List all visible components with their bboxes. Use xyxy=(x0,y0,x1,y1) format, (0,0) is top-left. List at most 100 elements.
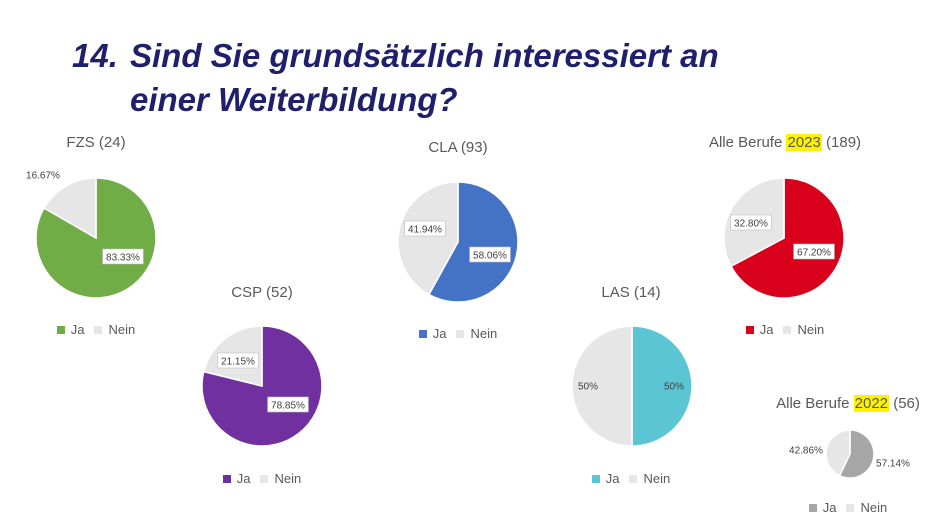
pie-slice-nein xyxy=(43,177,97,240)
pie-slice-ja xyxy=(427,181,519,303)
legend-item-ja: Ja xyxy=(56,322,85,337)
pie-chart-alle2023: Alle Berufe 2023 (189) 67.20% 32.80% Ja Nein xyxy=(680,134,890,342)
title-number: 14. xyxy=(72,37,118,74)
chart-legend: Ja Nein xyxy=(186,471,338,486)
data-label-text: 57.14% xyxy=(876,459,910,470)
chart-title-text: Alle Berufe xyxy=(708,134,787,151)
chart-legend: Ja Nein xyxy=(382,326,534,341)
legend-label: Ja xyxy=(822,500,837,515)
chart-title-text: CSP (52) xyxy=(231,284,293,301)
legend-swatch xyxy=(260,474,269,483)
data-label-text: 41.94% xyxy=(408,225,442,236)
legend-swatch xyxy=(745,325,754,334)
legend-item-nein: Nein xyxy=(260,471,301,486)
legend-item-nein: Nein xyxy=(846,500,887,515)
data-label-box xyxy=(793,243,835,260)
legend-item-ja: Ja xyxy=(745,322,774,337)
legend-item-nein: Nein xyxy=(629,471,670,486)
data-label-nein: 50% xyxy=(578,382,598,393)
legend-label: Nein xyxy=(470,326,498,341)
chart-title: Alle Berufe 2022 (56) xyxy=(760,395,936,412)
legend-item-ja: Ja xyxy=(418,326,447,341)
data-label-text: 58.06% xyxy=(473,251,507,262)
data-label-nein: 16.67% xyxy=(26,171,60,182)
data-label-text: 32.80% xyxy=(734,219,768,230)
pie-chart-cla: CLA (93) 58.06% 41.94% Ja Nein xyxy=(382,139,534,346)
chart-legend: Ja Nein xyxy=(20,322,172,337)
legend-swatch xyxy=(222,474,231,483)
pie-svg: 67.20% 32.80% xyxy=(723,177,845,299)
data-label-text: 21.15% xyxy=(221,357,255,368)
data-label-nein: 21.15% xyxy=(217,352,259,369)
legend-label: Ja xyxy=(605,471,620,486)
pie-slice-ja xyxy=(730,177,845,299)
pie-slice-nein xyxy=(825,429,851,477)
pie-svg: 57.14% 42.86% xyxy=(789,429,910,479)
pie-slice-ja xyxy=(631,325,693,447)
legend-label: Ja xyxy=(759,322,774,337)
legend-swatch xyxy=(783,325,792,334)
title-line-2: einer Weiterbildung? xyxy=(130,81,458,118)
legend-label: Nein xyxy=(643,471,671,486)
data-label-ja: 67.20% xyxy=(793,243,835,260)
data-label-ja: 57.14% xyxy=(876,459,910,470)
chart-title: FZS (24) xyxy=(20,134,172,151)
data-label-text: 42.86% xyxy=(789,446,823,457)
pie-svg: 58.06% 41.94% xyxy=(397,181,519,303)
data-label-nein: 42.86% xyxy=(789,446,823,457)
pie-svg: 78.85% 21.15% xyxy=(201,325,323,447)
legend-item-ja: Ja xyxy=(222,471,251,486)
chart-title: Alle Berufe 2023 (189) xyxy=(680,134,890,151)
legend-label: Ja xyxy=(236,471,251,486)
chart-title: CLA (93) xyxy=(382,139,534,156)
pie-svg: 83.33% 16.67% xyxy=(26,171,157,299)
slide-title: 14. Sind Sie grundsätzlich interessiert a… xyxy=(72,34,719,122)
pie-svg: 50% 50% xyxy=(571,325,693,447)
pie-slice-ja xyxy=(35,177,157,299)
legend-label: Ja xyxy=(70,322,85,337)
pie-slice-nein xyxy=(571,325,633,447)
data-label-box xyxy=(267,396,309,413)
legend-swatch xyxy=(846,503,855,512)
data-label-text: 50% xyxy=(578,382,598,393)
legend-swatch xyxy=(591,474,600,483)
data-label-box xyxy=(730,214,772,231)
chart-title-count: (189) xyxy=(821,134,862,151)
data-label-box xyxy=(102,248,144,265)
chart-legend: Ja Nein xyxy=(760,500,936,515)
chart-title-text: Alle Berufe xyxy=(776,395,854,412)
chart-title-count: (56) xyxy=(889,395,920,412)
pie-slice-ja xyxy=(838,429,875,479)
data-label-ja: 58.06% xyxy=(469,246,511,263)
chart-legend: Ja Nein xyxy=(555,471,707,486)
chart-title-text: FZS (24) xyxy=(66,134,126,151)
data-label-text: 67.20% xyxy=(797,248,831,259)
legend-label: Nein xyxy=(108,322,136,337)
pie-chart-las: LAS (14) 50% 50% Ja Nein xyxy=(555,284,707,491)
legend-item-nein: Nein xyxy=(94,322,135,337)
legend-swatch xyxy=(808,503,817,512)
legend-label: Nein xyxy=(274,471,302,486)
pie-slice-nein xyxy=(397,181,459,296)
legend-label: Nein xyxy=(797,322,825,337)
data-label-nein: 32.80% xyxy=(730,214,772,231)
legend-label: Nein xyxy=(860,500,888,515)
data-label-ja: 50% xyxy=(664,382,684,393)
data-label-box xyxy=(404,220,446,237)
legend-swatch xyxy=(56,325,65,334)
data-label-ja: 78.85% xyxy=(267,396,309,413)
data-label-box xyxy=(469,246,511,263)
legend-swatch xyxy=(629,474,638,483)
chart-legend: Ja Nein xyxy=(680,322,890,337)
data-label-text: 16.67% xyxy=(26,171,60,182)
legend-item-ja: Ja xyxy=(591,471,620,486)
chart-title: CSP (52) xyxy=(186,284,338,301)
legend-swatch xyxy=(456,329,465,338)
data-label-box xyxy=(217,352,259,369)
data-label-text: 78.85% xyxy=(271,401,305,412)
legend-label: Ja xyxy=(432,326,447,341)
pie-chart-alle2022: Alle Berufe 2022 (56) 57.14% 42.86% Ja Nein xyxy=(760,395,936,520)
chart-title-year-highlight: 2022 xyxy=(853,395,890,412)
title-line-1: Sind Sie grundsätzlich interessiert an xyxy=(130,37,719,74)
chart-title-text: LAS (14) xyxy=(601,284,661,301)
